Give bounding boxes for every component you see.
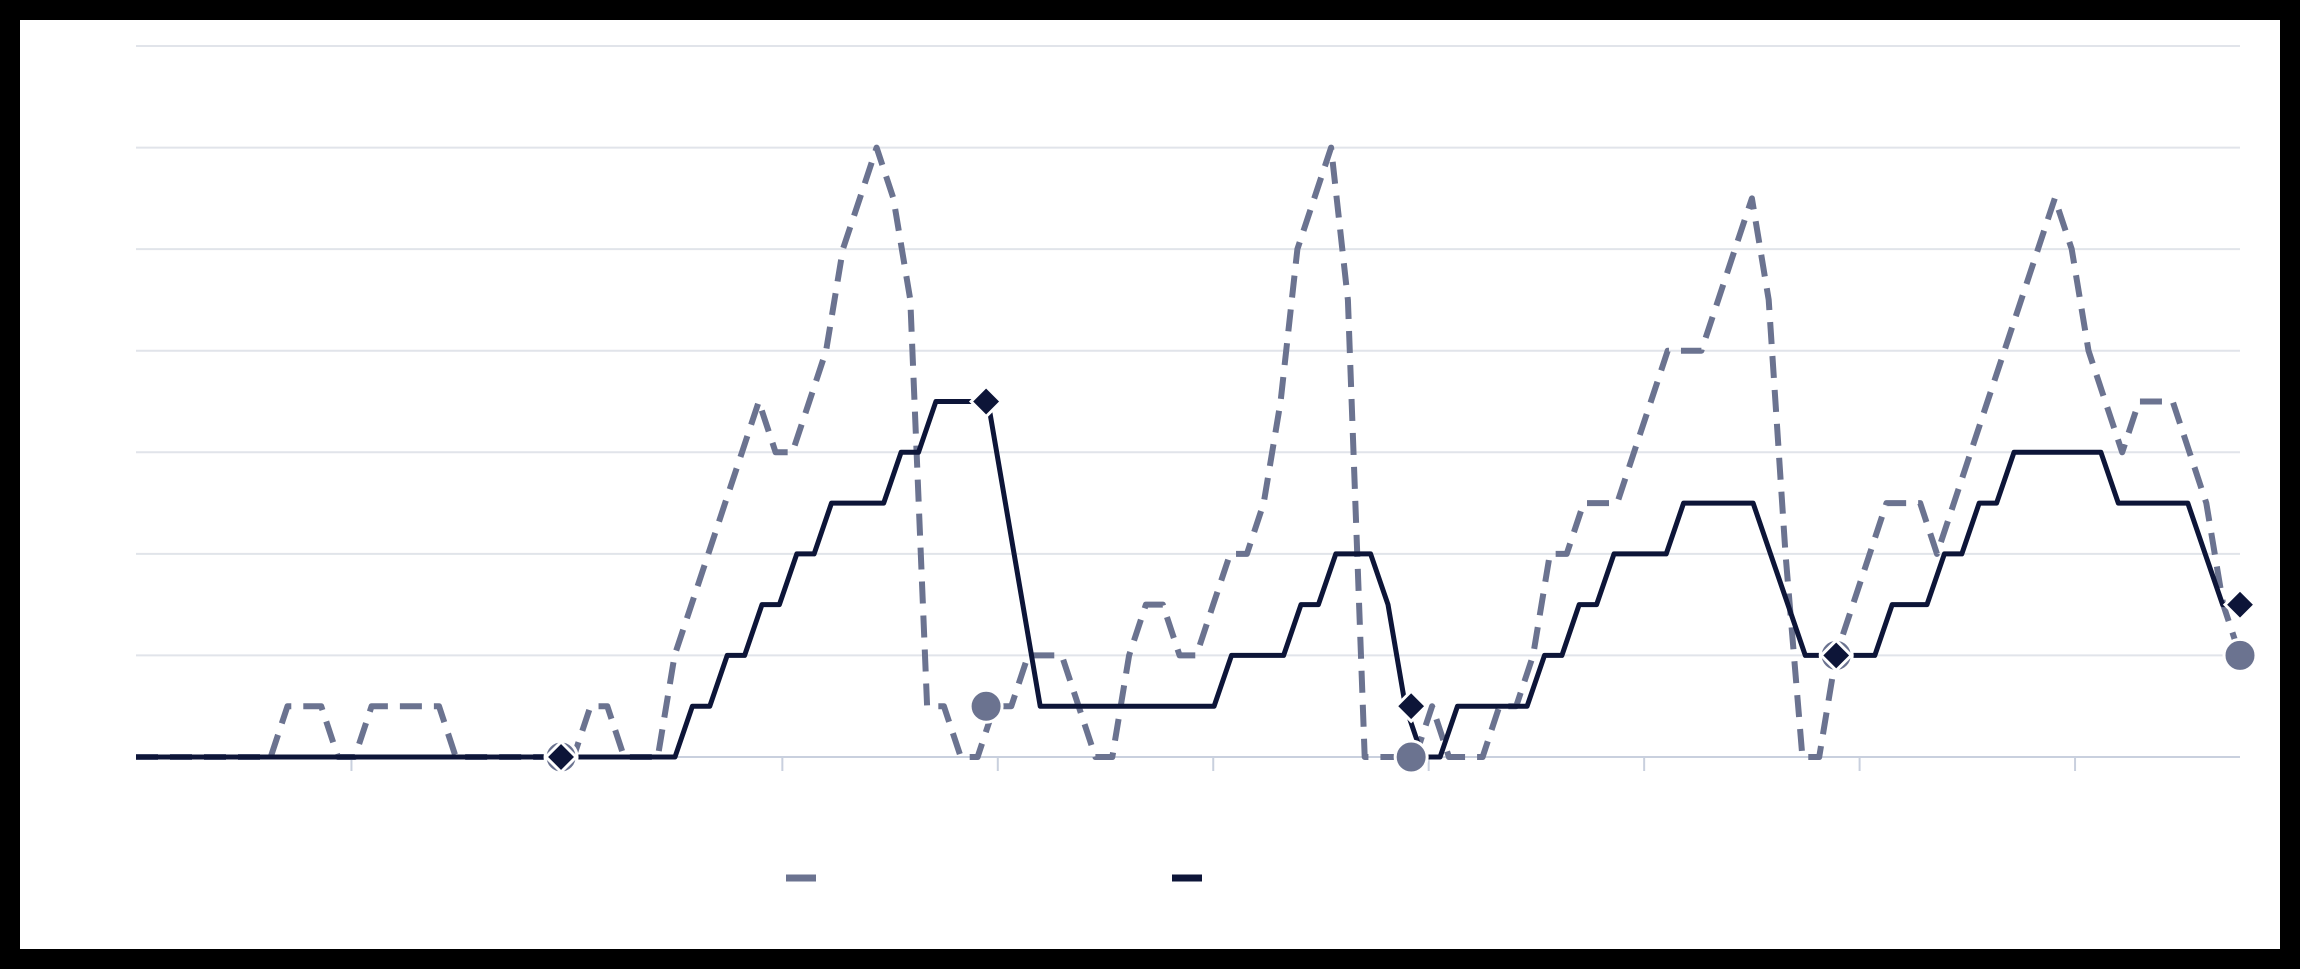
series-marker-2: [1394, 689, 1429, 724]
series-marker-1: [2222, 637, 2258, 673]
gridlines: [136, 45, 2240, 758]
series-marker-1: [1393, 739, 1429, 775]
marker-layer: [543, 384, 2258, 775]
series-marker-2: [1819, 638, 1854, 673]
chart-panel: [20, 20, 2280, 949]
series-marker-2: [968, 384, 1004, 419]
series-layer: [136, 144, 2243, 760]
series-marker-2: [2222, 587, 2258, 622]
series-marker-1: [968, 688, 1004, 724]
line-chart: [136, 45, 2258, 882]
series-marker-2: [543, 739, 579, 775]
series-line-2: [136, 399, 2240, 760]
